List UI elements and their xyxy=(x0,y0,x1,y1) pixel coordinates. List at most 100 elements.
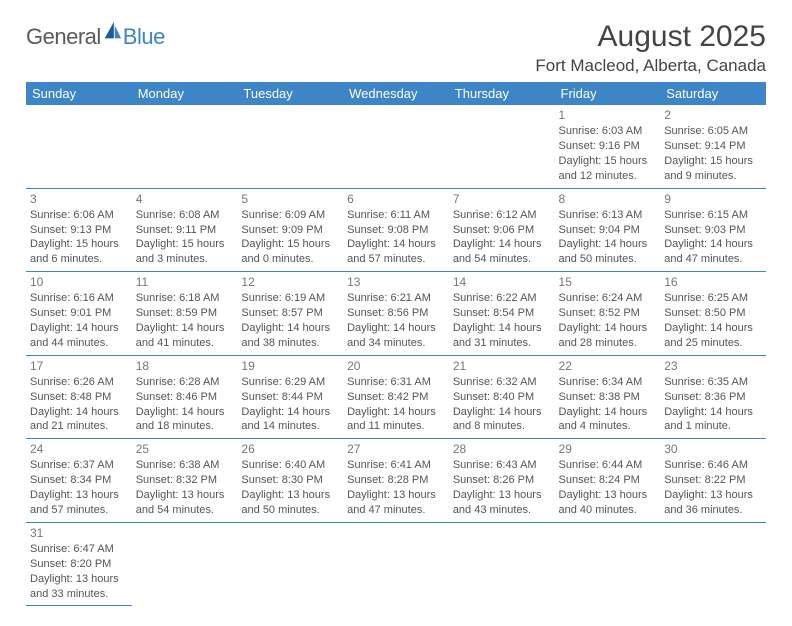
calendar-cell: 4Sunrise: 6:08 AMSunset: 9:11 PMDaylight… xyxy=(132,188,238,272)
day-number: 8 xyxy=(559,191,657,207)
day-number: 27 xyxy=(347,441,445,457)
day-number: 19 xyxy=(241,358,339,374)
sunset-line: Sunset: 9:08 PM xyxy=(347,223,445,238)
daylight-line: Daylight: 14 hours and 4 minutes. xyxy=(559,405,657,435)
sunset-line: Sunset: 8:56 PM xyxy=(347,306,445,321)
day-header: Friday xyxy=(555,82,661,105)
day-number: 1 xyxy=(559,107,657,123)
calendar-cell-empty xyxy=(132,522,238,606)
sunrise-line: Sunrise: 6:41 AM xyxy=(347,458,445,473)
sunset-line: Sunset: 9:14 PM xyxy=(664,139,762,154)
day-number: 28 xyxy=(453,441,551,457)
sunset-line: Sunset: 9:01 PM xyxy=(30,306,128,321)
sunrise-line: Sunrise: 6:16 AM xyxy=(30,291,128,306)
daylight-line: Daylight: 14 hours and 38 minutes. xyxy=(241,321,339,351)
sunrise-line: Sunrise: 6:38 AM xyxy=(136,458,234,473)
calendar-cell: 26Sunrise: 6:40 AMSunset: 8:30 PMDayligh… xyxy=(237,439,343,523)
daylight-line: Daylight: 14 hours and 1 minute. xyxy=(664,405,762,435)
calendar-week-row: 10Sunrise: 6:16 AMSunset: 9:01 PM Dayligh… xyxy=(26,272,766,356)
sunrise-line: Sunrise: 6:08 AM xyxy=(136,208,234,223)
calendar-cell: 18Sunrise: 6:28 AMSunset: 8:46 PMDayligh… xyxy=(132,355,238,439)
calendar-week-row: 17Sunrise: 6:26 AMSunset: 8:48 PMDayligh… xyxy=(26,355,766,439)
calendar-cell: 7Sunrise: 6:12 AMSunset: 9:06 PMDaylight… xyxy=(449,188,555,272)
sunrise-line: Sunrise: 6:19 AM xyxy=(241,291,339,306)
sunrise-line: Sunrise: 6:31 AM xyxy=(347,375,445,390)
calendar-week-row: 3Sunrise: 6:06 AMSunset: 9:13 PMDaylight… xyxy=(26,188,766,272)
day-number: 9 xyxy=(664,191,762,207)
day-number: 18 xyxy=(136,358,234,374)
sunset-line: Sunset: 8:34 PM xyxy=(30,473,128,488)
day-number: 23 xyxy=(664,358,762,374)
sunset-line: Sunset: 9:03 PM xyxy=(664,223,762,238)
daylight-line: Daylight: 13 hours and 47 minutes. xyxy=(347,488,445,518)
calendar-cell: 28Sunrise: 6:43 AMSunset: 8:26 PMDayligh… xyxy=(449,439,555,523)
logo-text-general: General xyxy=(26,24,101,50)
calendar-cell-empty xyxy=(237,105,343,188)
calendar-cell: 8Sunrise: 6:13 AMSunset: 9:04 PMDaylight… xyxy=(555,188,661,272)
day-number: 13 xyxy=(347,274,445,290)
calendar-cell: 1Sunrise: 6:03 AMSunset: 9:16 PMDaylight… xyxy=(555,105,661,188)
day-number: 31 xyxy=(30,525,128,541)
day-number: 29 xyxy=(559,441,657,457)
sunset-line: Sunset: 8:46 PM xyxy=(136,390,234,405)
calendar-cell: 25Sunrise: 6:38 AMSunset: 8:32 PMDayligh… xyxy=(132,439,238,523)
day-header: Tuesday xyxy=(237,82,343,105)
sunrise-line: Sunrise: 6:15 AM xyxy=(664,208,762,223)
sunset-line: Sunset: 8:54 PM xyxy=(453,306,551,321)
daylight-line: Daylight: 14 hours and 31 minutes. xyxy=(453,321,551,351)
sunrise-line: Sunrise: 6:24 AM xyxy=(559,291,657,306)
daylight-line: Daylight: 14 hours and 25 minutes. xyxy=(664,321,762,351)
day-number: 30 xyxy=(664,441,762,457)
day-number: 21 xyxy=(453,358,551,374)
calendar-cell-empty xyxy=(237,522,343,606)
day-number: 11 xyxy=(136,274,234,290)
sunset-line: Sunset: 9:11 PM xyxy=(136,223,234,238)
daylight-line: Daylight: 14 hours and 57 minutes. xyxy=(347,237,445,267)
day-number: 2 xyxy=(664,107,762,123)
calendar-cell: 21Sunrise: 6:32 AMSunset: 8:40 PMDayligh… xyxy=(449,355,555,439)
location: Fort Macleod, Alberta, Canada xyxy=(535,56,766,76)
daylight-line: Daylight: 14 hours and 14 minutes. xyxy=(241,405,339,435)
day-number: 10 xyxy=(30,274,128,290)
sunset-line: Sunset: 8:36 PM xyxy=(664,390,762,405)
sunrise-line: Sunrise: 6:21 AM xyxy=(347,291,445,306)
day-header: Saturday xyxy=(660,82,766,105)
daylight-line: Daylight: 13 hours and 36 minutes. xyxy=(664,488,762,518)
daylight-line: Daylight: 14 hours and 41 minutes. xyxy=(136,321,234,351)
sunset-line: Sunset: 8:59 PM xyxy=(136,306,234,321)
sunrise-line: Sunrise: 6:34 AM xyxy=(559,375,657,390)
title-block: August 2025 Fort Macleod, Alberta, Canad… xyxy=(535,20,766,76)
day-header: Monday xyxy=(132,82,238,105)
logo: General Blue xyxy=(26,20,165,50)
sunset-line: Sunset: 8:42 PM xyxy=(347,390,445,405)
sunrise-line: Sunrise: 6:22 AM xyxy=(453,291,551,306)
calendar-cell: 15Sunrise: 6:24 AMSunset: 8:52 PMDayligh… xyxy=(555,272,661,356)
sunrise-line: Sunrise: 6:43 AM xyxy=(453,458,551,473)
sunrise-line: Sunrise: 6:29 AM xyxy=(241,375,339,390)
calendar-cell: 9Sunrise: 6:15 AMSunset: 9:03 PMDaylight… xyxy=(660,188,766,272)
day-header: Wednesday xyxy=(343,82,449,105)
daylight-line: Daylight: 14 hours and 28 minutes. xyxy=(559,321,657,351)
calendar-cell-empty xyxy=(449,105,555,188)
calendar-cell: 24Sunrise: 6:37 AMSunset: 8:34 PMDayligh… xyxy=(26,439,132,523)
day-number: 16 xyxy=(664,274,762,290)
daylight-line: Daylight: 15 hours and 6 minutes. xyxy=(30,237,128,267)
calendar-cell: 17Sunrise: 6:26 AMSunset: 8:48 PMDayligh… xyxy=(26,355,132,439)
day-number: 26 xyxy=(241,441,339,457)
sunset-line: Sunset: 8:52 PM xyxy=(559,306,657,321)
day-number: 15 xyxy=(559,274,657,290)
calendar-cell: 2Sunrise: 6:05 AMSunset: 9:14 PMDaylight… xyxy=(660,105,766,188)
calendar-cell: 20Sunrise: 6:31 AMSunset: 8:42 PMDayligh… xyxy=(343,355,449,439)
calendar-cell-empty xyxy=(555,522,661,606)
day-header: Sunday xyxy=(26,82,132,105)
day-number: 24 xyxy=(30,441,128,457)
sunset-line: Sunset: 8:28 PM xyxy=(347,473,445,488)
sunset-line: Sunset: 8:40 PM xyxy=(453,390,551,405)
day-number: 6 xyxy=(347,191,445,207)
sunrise-line: Sunrise: 6:12 AM xyxy=(453,208,551,223)
calendar-cell: 23Sunrise: 6:35 AMSunset: 8:36 PMDayligh… xyxy=(660,355,766,439)
sunrise-line: Sunrise: 6:18 AM xyxy=(136,291,234,306)
sunset-line: Sunset: 8:44 PM xyxy=(241,390,339,405)
sunrise-line: Sunrise: 6:13 AM xyxy=(559,208,657,223)
sunset-line: Sunset: 8:24 PM xyxy=(559,473,657,488)
